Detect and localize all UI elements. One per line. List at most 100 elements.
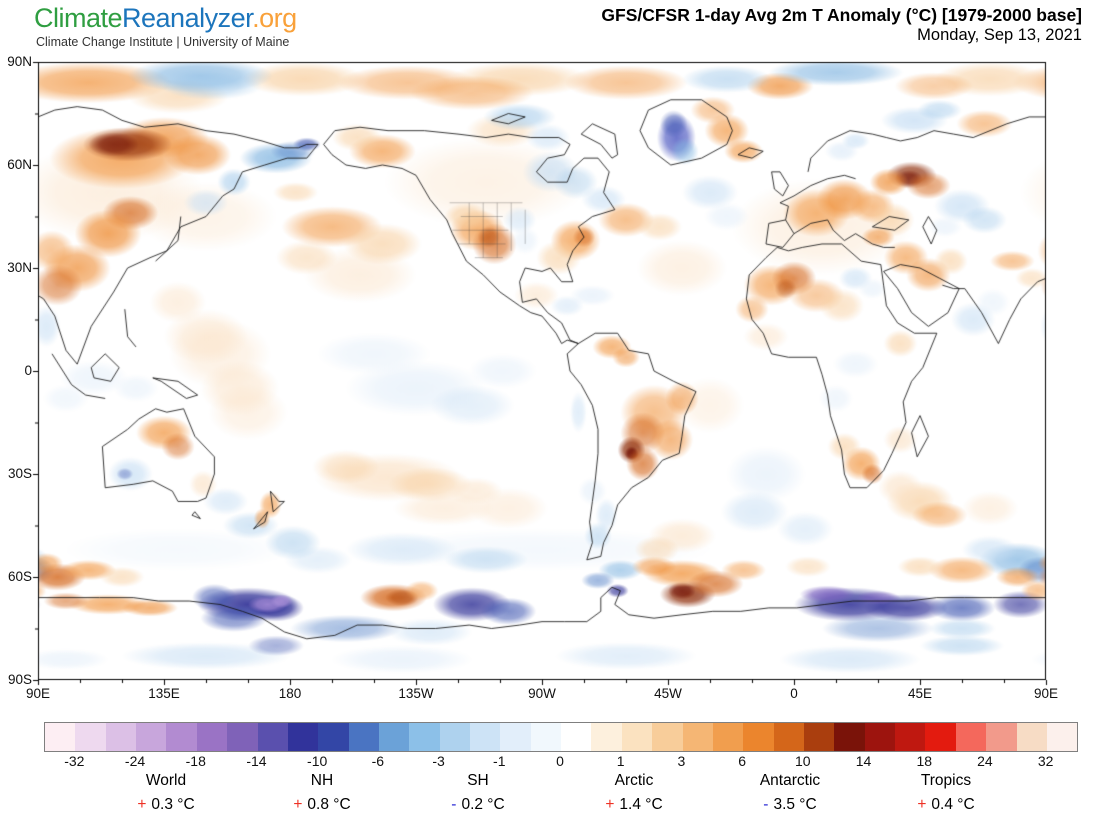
colorbar (44, 722, 1078, 752)
colorbar-segment (591, 723, 622, 751)
colorbar-tick-label: -3 (432, 753, 445, 769)
colorbar-tick-label: -6 (371, 753, 385, 769)
title-block: GFS/CFSR 1-day Avg 2m T Anomaly (°C) [19… (601, 5, 1082, 46)
lon-tick-label: 90W (528, 686, 556, 701)
colorbar-tick-label: -14 (246, 753, 267, 769)
colorbar-segment (621, 723, 653, 751)
colorbar-tick-label: 0 (556, 753, 564, 769)
colorbar-segment (348, 723, 379, 751)
stat-value: 0.4 °C (931, 796, 975, 813)
stat-value-row: +1.4 °C (556, 796, 712, 814)
lat-tick-label: 60N (7, 157, 32, 172)
colorbar-segment (955, 723, 987, 751)
stat-sign: - (451, 796, 457, 813)
lat-tick-label: 30N (7, 260, 32, 275)
stat-region: Antarctic (759, 772, 821, 789)
map-date: Monday, Sep 13, 2021 (917, 26, 1082, 44)
colorbar-tick-label: -18 (185, 753, 206, 769)
stat-region: NH (310, 772, 334, 789)
lat-tick-label: 60S (7, 569, 32, 584)
lon-tick-label: 135W (398, 686, 434, 701)
stat-card: Antarctic -3.5 °C (712, 772, 868, 814)
colorbar-segment (45, 723, 76, 751)
colorbar-segment (652, 723, 683, 751)
logo-org: .org (252, 3, 297, 33)
lon-tick-label: 90E (25, 686, 51, 701)
colorbar-tick-label: -1 (493, 753, 506, 769)
lat-tick-label: 90S (7, 672, 32, 687)
stat-card: Tropics +0.4 °C (868, 772, 1024, 814)
stat-value: 0.2 °C (461, 796, 505, 813)
institute-tagline: Climate Change Institute | University of… (36, 35, 290, 49)
site-logotype: ClimateReanalyzer.org (34, 3, 297, 33)
colorbar-segment (257, 723, 288, 751)
colorbar-segment (136, 723, 167, 751)
stat-region: World (145, 772, 187, 789)
stat-region: SH (467, 772, 489, 789)
regional-means: World +0.3 °C NH +0.8 °C SH -0.2 °C Arctic +1.4… (88, 772, 1024, 814)
stat-value-row: -3.5 °C (712, 796, 868, 814)
lon-tick-label: 45W (654, 686, 682, 701)
lat-tick-label: 0 (24, 363, 32, 378)
colorbar-segment (803, 723, 835, 751)
stat-sign: - (763, 796, 769, 813)
colorbar-segment (470, 723, 501, 751)
stat-value: 0.3 °C (151, 796, 195, 813)
colorbar-segment (561, 723, 592, 751)
stat-value-row: +0.8 °C (244, 796, 400, 814)
colorbar-tick-label: -10 (307, 753, 328, 769)
colorbar-segment (682, 723, 713, 751)
stat-value-row: -0.2 °C (400, 796, 556, 814)
stat-card: NH +0.8 °C (244, 772, 400, 814)
stat-value: 0.8 °C (307, 796, 351, 813)
colorbar-tick-label: 10 (795, 753, 811, 769)
colorbar-segment (1046, 723, 1078, 751)
lat-tick-label: 30S (7, 466, 32, 481)
lon-tick-label: 180 (278, 686, 302, 701)
colorbar-segment (530, 723, 562, 751)
stat-region: Arctic (614, 772, 654, 789)
lon-tick-label: 45E (907, 686, 933, 701)
logo-climate: Climate (34, 3, 123, 33)
colorbar-segment (712, 723, 744, 751)
lon-tick-label: 135E (148, 686, 180, 701)
stat-sign: + (605, 796, 615, 813)
stat-value-row: +0.4 °C (868, 796, 1024, 814)
lon-tick-label: 90E (1033, 686, 1059, 701)
colorbar-segment (439, 723, 471, 751)
stat-value-row: +0.3 °C (88, 796, 244, 814)
stat-card: World +0.3 °C (88, 772, 244, 814)
stat-sign: + (293, 796, 303, 813)
colorbar-tick-label: -32 (64, 753, 85, 769)
colorbar-tick-label: 32 (1037, 753, 1054, 769)
colorbar-segment (773, 723, 804, 751)
stat-value: 1.4 °C (619, 796, 663, 813)
colorbar-tick-label: 6 (738, 753, 746, 769)
colorbar-tick-label: 3 (677, 753, 686, 769)
stat-value: 3.5 °C (773, 796, 817, 813)
stat-sign: + (917, 796, 927, 813)
colorbar-tick-label: 1 (616, 753, 625, 769)
lon-tick-label: 0 (790, 686, 798, 701)
stat-region: Tropics (920, 772, 972, 789)
colorbar-segment (834, 723, 865, 751)
colorbar-segment (287, 723, 319, 751)
colorbar-segment (925, 723, 956, 751)
stat-card: Arctic +1.4 °C (556, 772, 712, 814)
stat-card: SH -0.2 °C (400, 772, 556, 814)
colorbar-segment (743, 723, 774, 751)
colorbar-tick-label: 24 (977, 753, 993, 769)
colorbar-segment (1016, 723, 1047, 751)
colorbar-tick-label: 14 (855, 753, 872, 769)
colorbar-segment (409, 723, 440, 751)
site-logo-link[interactable]: ClimateReanalyzer.org (34, 4, 297, 32)
colorbar-tick-label: 18 (916, 753, 933, 769)
colorbar-segment (75, 723, 106, 751)
stat-sign: + (137, 796, 147, 813)
colorbar-segment (196, 723, 228, 751)
colorbar-segment (318, 723, 349, 751)
colorbar-segment (227, 723, 258, 751)
map-title: GFS/CFSR 1-day Avg 2m T Anomaly (°C) [19… (601, 5, 1082, 25)
anomaly-world-map (28, 52, 1056, 692)
